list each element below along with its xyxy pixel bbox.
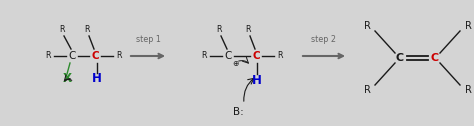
Text: R: R bbox=[59, 24, 65, 34]
Text: H: H bbox=[92, 71, 102, 85]
Text: C: C bbox=[224, 51, 232, 61]
Text: C: C bbox=[252, 51, 260, 61]
Text: R: R bbox=[201, 52, 207, 60]
Text: step 1: step 1 bbox=[136, 36, 160, 44]
Text: C: C bbox=[431, 53, 439, 63]
Text: H: H bbox=[252, 73, 262, 87]
Text: C: C bbox=[91, 51, 99, 61]
Text: R: R bbox=[364, 85, 371, 95]
Text: C: C bbox=[68, 51, 76, 61]
Text: R: R bbox=[116, 52, 122, 60]
Text: B:: B: bbox=[233, 107, 243, 117]
Text: R: R bbox=[245, 24, 251, 34]
Text: R: R bbox=[465, 21, 472, 31]
Text: R: R bbox=[84, 24, 90, 34]
Text: C: C bbox=[396, 53, 404, 63]
Text: step 2: step 2 bbox=[311, 36, 337, 44]
Text: R: R bbox=[277, 52, 283, 60]
Text: R: R bbox=[216, 24, 222, 34]
Text: R: R bbox=[364, 21, 371, 31]
Text: R: R bbox=[45, 52, 51, 60]
Text: ⊕: ⊕ bbox=[232, 59, 238, 69]
Text: X: X bbox=[63, 71, 72, 85]
Text: R: R bbox=[465, 85, 472, 95]
